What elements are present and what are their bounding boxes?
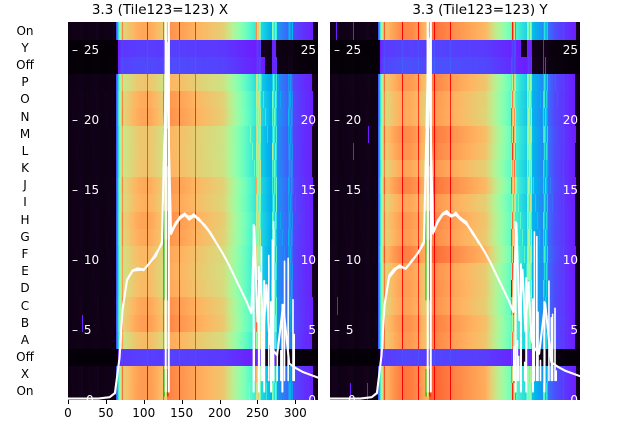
category-tick-label: J (23, 178, 27, 193)
x-tick-mark (143, 400, 145, 404)
x-tick-mark (181, 400, 183, 404)
inner-tick-label: 0 (86, 394, 94, 400)
category-tick-label: X (20, 367, 30, 382)
overlay-line-y (330, 22, 580, 400)
category-tick-label: F (21, 246, 29, 261)
category-tick-label: C (20, 298, 30, 313)
x-tick-mark (105, 400, 107, 404)
inner-tick-label: – 10 (334, 254, 361, 266)
inner-tick-label: 20 (562, 113, 578, 127)
tick-dash: – (72, 43, 84, 57)
category-tick-label: Off (16, 350, 34, 365)
x-tick-mark (68, 400, 69, 404)
category-axis-left: On Y Off P O N M L K J I H G F E D C B A Off X On (8, 22, 42, 400)
inner-tick-label: 15 (300, 183, 316, 197)
overlay-line-x (68, 22, 318, 400)
tick-dash: – (72, 253, 84, 267)
tick-value: 5 (83, 323, 92, 337)
x-tick-label: 50 (98, 406, 114, 420)
tick-dash: – (334, 183, 346, 197)
inner-tick-label: – 10 (72, 254, 99, 266)
inner-tick-label: 10 (562, 253, 578, 267)
inner-tick-label: – 5 (334, 324, 353, 336)
x-tick-label: 250 (245, 406, 269, 420)
category-tick-label: M (19, 126, 31, 141)
tick-value: 10 (345, 253, 362, 267)
inner-tick-label: 25 (562, 43, 578, 57)
x-tick-mark (295, 400, 297, 404)
x-tick-label: 150 (170, 406, 194, 420)
inner-tick-label: – 25 (334, 44, 361, 56)
inner-tick-label: 10 (300, 253, 316, 267)
tick-dash: – (72, 183, 84, 197)
category-tick-label: On (16, 23, 34, 38)
category-tick-label: N (20, 109, 30, 124)
panel-x-title: 3.3 (Tile123=123) X (91, 2, 229, 18)
tick-dash: – (72, 113, 84, 127)
category-tick-label: L (21, 143, 29, 158)
category-tick-label: P (21, 75, 29, 90)
tick-dash: – (334, 113, 346, 127)
tick-value: 15 (345, 183, 362, 197)
inner-tick-label: 25 (300, 43, 316, 57)
x-tick-mark (257, 400, 259, 404)
inner-tick-label: 5 (308, 323, 316, 337)
tick-value: 0 (86, 393, 94, 400)
tick-value: 10 (83, 253, 100, 267)
panel-y-title: 3.3 (Tile123=123) Y (412, 2, 548, 18)
inner-tick-label: 15 (562, 183, 578, 197)
panel-x[interactable]: 3.3 (Tile123=123) X 0– 5– 10– 15– 20– 25… (0, 0, 320, 440)
tick-value: 0 (348, 393, 356, 400)
inner-tick-label: – 15 (72, 184, 99, 196)
category-tick-label: Off (16, 57, 34, 72)
tick-value: 20 (345, 113, 362, 127)
inner-tick-label: – 15 (334, 184, 361, 196)
inner-tick-label: 0 (308, 393, 316, 400)
tick-dash: – (334, 323, 346, 337)
panel-x-axes[interactable]: 0– 5– 10– 15– 20– 25 0 5 10 15 20 25 (68, 22, 318, 400)
category-tick-label: A (20, 332, 30, 347)
category-tick-label: On (16, 384, 34, 399)
panel-y[interactable]: 3.3 (Tile123=123) Y 0– 5– 10– 15– 20– 25… (320, 0, 640, 440)
category-tick-label: O (20, 92, 30, 107)
x-tick-mark (219, 400, 221, 404)
x-tick-label: 300 (283, 406, 307, 420)
tick-dash: – (334, 253, 346, 267)
inner-tick-label: – 5 (72, 324, 91, 336)
x-tick-label: 100 (132, 406, 156, 420)
inner-tick-label: – 20 (334, 114, 361, 126)
x-axis-left: 0 50 100 150 200 250 300 (64, 400, 318, 440)
tick-dash: – (72, 323, 84, 337)
category-tick-label: B (20, 315, 30, 330)
tick-value: 25 (345, 43, 362, 57)
inner-tick-label: – 25 (72, 44, 99, 56)
category-tick-label: D (20, 281, 30, 296)
category-tick-label: K (21, 161, 29, 176)
category-tick-label: I (23, 195, 27, 210)
inner-tick-label: 20 (300, 113, 316, 127)
inner-tick-label: 0 (348, 394, 356, 400)
tick-value: 25 (83, 43, 100, 57)
x-tick-label: 0 (64, 406, 72, 420)
tick-value: 5 (345, 323, 354, 337)
category-tick-label: Y (21, 40, 29, 55)
tick-value: 15 (83, 183, 100, 197)
x-tick-label: 200 (208, 406, 231, 420)
inner-tick-label: 5 (570, 323, 578, 337)
category-tick-label: H (20, 212, 30, 227)
category-tick-label: E (21, 264, 29, 279)
panel-y-axes[interactable]: 0– 5– 10– 15– 20– 25 0 5 10 15 20 25 (330, 22, 580, 400)
inner-tick-label: 0 (570, 393, 578, 400)
tick-value: 20 (83, 113, 100, 127)
category-tick-label: G (20, 229, 30, 244)
tick-dash: – (334, 43, 346, 57)
inner-tick-label: – 20 (72, 114, 99, 126)
